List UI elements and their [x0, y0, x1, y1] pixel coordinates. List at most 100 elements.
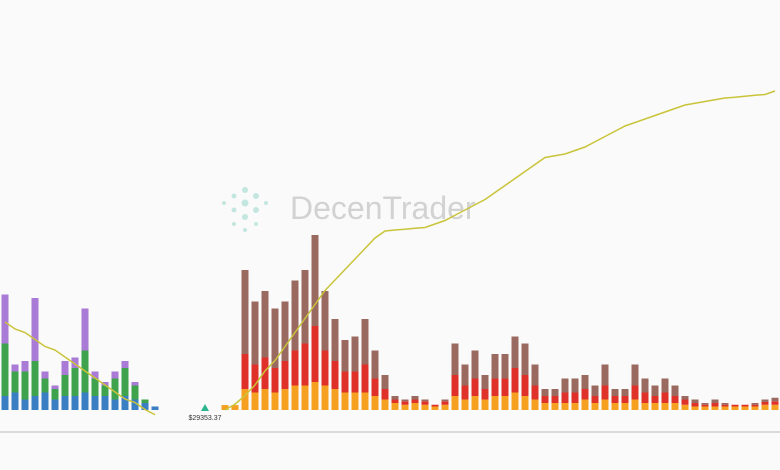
bar-segment	[691, 399, 699, 403]
bar-segment	[551, 389, 559, 396]
bar-segment	[51, 399, 59, 410]
bar-segment	[641, 378, 649, 393]
bar-segment	[451, 375, 459, 396]
bar-segment	[351, 392, 359, 410]
bar-segment	[561, 378, 569, 393]
bar-segment	[561, 403, 569, 410]
watermark-text: DecenTrader	[290, 190, 476, 226]
bar-segment	[101, 385, 109, 396]
bar-segment	[711, 403, 719, 407]
bar-segment	[601, 385, 609, 400]
bar-segment	[41, 392, 49, 410]
bar-segment	[421, 404, 429, 410]
bar-segment	[491, 354, 499, 379]
bar-segment	[271, 368, 279, 393]
bar-segment	[681, 396, 689, 400]
bar-segment	[331, 319, 339, 361]
bar-segment	[671, 385, 679, 396]
bar-segment	[281, 361, 289, 389]
bar-segment	[111, 371, 119, 379]
bar-segment	[141, 399, 149, 403]
bar-segment	[411, 403, 419, 410]
bar-segment	[281, 389, 289, 410]
bar-segment	[611, 389, 619, 396]
bar-segment	[401, 399, 409, 402]
bar-segment	[461, 364, 469, 386]
bar-segment	[501, 354, 509, 379]
bar-segment	[321, 350, 329, 386]
bar-segment	[451, 343, 459, 375]
bar-segment	[741, 404, 749, 407]
bar-segment	[131, 382, 139, 386]
bar-segment	[51, 385, 59, 389]
bar-segment	[101, 396, 109, 410]
bar-segment	[751, 406, 759, 410]
price-marker	[201, 404, 209, 411]
bar-segment	[291, 280, 299, 351]
bar-segment	[541, 396, 549, 403]
bar-segment	[361, 392, 369, 410]
bar-segment	[261, 389, 269, 410]
bar-segment	[551, 403, 559, 410]
watermark: DecenTrader	[222, 187, 476, 232]
bar-segment	[421, 401, 429, 405]
bar-segment	[111, 399, 119, 410]
bar-segment	[741, 406, 749, 410]
price-label: $29353.37	[188, 415, 221, 422]
bar-segment	[711, 399, 719, 403]
bar-segment	[251, 392, 259, 410]
bar-segment	[51, 389, 59, 400]
bar-segment	[761, 399, 769, 402]
bar-segment	[381, 399, 389, 410]
bar-segment	[431, 406, 439, 410]
bar-segment	[671, 403, 679, 410]
bar-segment	[241, 389, 249, 410]
bar-segment	[451, 396, 459, 410]
bar-segment	[761, 404, 769, 410]
bar-segment	[631, 399, 639, 410]
bar-segment	[341, 392, 349, 410]
bar-segment	[651, 396, 659, 403]
bar-segment	[701, 406, 709, 410]
bar-segment	[751, 403, 759, 405]
bar-segment	[691, 406, 699, 410]
bar-segment	[481, 375, 489, 389]
bar-segment	[351, 371, 359, 393]
bar-segment	[91, 378, 99, 396]
bar-segment	[551, 396, 559, 403]
bar-segment	[41, 371, 49, 379]
bar-segment	[731, 404, 739, 407]
bar-segment	[611, 403, 619, 410]
bar-segment	[651, 403, 659, 410]
bar-segment	[11, 371, 19, 393]
bar-segment	[661, 392, 669, 403]
bar-segment	[261, 357, 269, 389]
watermark-logo	[222, 187, 268, 232]
bar-segment	[511, 368, 519, 393]
bar-segment	[471, 396, 479, 410]
bar-segment	[641, 392, 649, 403]
bar-segment	[41, 378, 49, 393]
bar-segment	[1, 294, 9, 344]
bar-segment	[541, 389, 549, 396]
bar-segment	[281, 301, 289, 361]
bar-segment	[61, 375, 69, 396]
line	[224, 90, 776, 411]
bar-segment	[361, 319, 369, 365]
watermark-b: Trader	[383, 190, 476, 226]
bar-segment	[381, 375, 389, 389]
bar-segment	[461, 385, 469, 400]
bar-segment	[371, 378, 379, 396]
bar-segment	[301, 385, 309, 410]
bar-segment	[221, 405, 229, 410]
bar-segment	[611, 396, 619, 403]
bar-segment	[681, 404, 689, 410]
bar-segment	[391, 396, 399, 400]
bar-segment	[521, 343, 529, 375]
bar-segment	[681, 399, 689, 405]
bar-segment	[21, 371, 29, 400]
bar-segment	[231, 405, 239, 410]
bar-segment	[511, 392, 519, 410]
